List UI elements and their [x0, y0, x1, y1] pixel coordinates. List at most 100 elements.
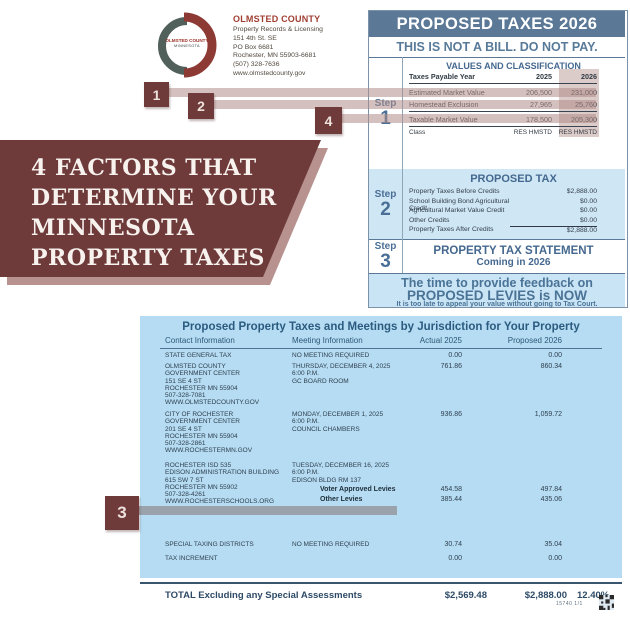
proposed-amount: 435.06: [540, 496, 562, 503]
contact-line: ROCHESTER MN 55904: [165, 432, 238, 440]
website-text: www.olmstedcounty.gov: [233, 69, 306, 77]
meeting-line: MONDAY, DECEMBER 1, 2025: [292, 411, 384, 418]
contact-line: GOVERNMENT CENTER: [165, 418, 240, 426]
meeting-line: EDISON BLDG RM 137: [292, 476, 361, 484]
step-number: 3: [380, 250, 391, 272]
logo-rings-icon: [158, 12, 217, 78]
notice-subtitle: THIS IS NOT A BILL. DO NOT PAY.: [369, 37, 625, 58]
contact-line: 507-328-4261: [165, 491, 206, 499]
meeting-line: 6:00 P.M.: [292, 370, 319, 378]
contact-line: SPECIAL TAXING DISTRICTS: [165, 541, 254, 548]
statement-section: Step 3 PROPERTY TAX STATEMENT Coming in …: [369, 239, 625, 273]
tax-row: School Building Bond Agricultural Credit…: [409, 198, 597, 212]
letterhead-address: OLMSTED COUNTY Property Records & Licens…: [233, 14, 353, 79]
logo-line2: MINNESOTA: [174, 43, 200, 48]
contact-line: GOVERNMENT CENTER: [165, 370, 240, 378]
step-1-column: Step 1: [369, 57, 403, 169]
website-text: WWW.ROCHESTERMN.GOV: [165, 447, 253, 455]
olmsted-county-logo: OLMSTED COUNTY MINNESOTA: [153, 12, 221, 80]
contact-block: OLMSTED COUNTY GOVERNMENT CENTER 151 SE …: [165, 363, 290, 407]
step-3-column: Step 3: [369, 239, 403, 273]
contact-line: 201 SE 4 ST: [165, 425, 202, 433]
col-meeting-information: Meeting Information: [292, 336, 363, 345]
banner-line-2: DETERMINE YOUR: [31, 185, 277, 211]
marker-1-badge: 1: [144, 82, 169, 107]
tax-row-value: $0.00: [579, 197, 597, 205]
barcode-icon: [599, 595, 614, 610]
address-line: (507) 328-7636: [233, 61, 280, 69]
contact-line: 151 SE 4 ST: [165, 377, 202, 385]
total-percent-change: 12.40%: [577, 590, 610, 601]
meeting-line: 6:00 P.M.: [292, 469, 319, 477]
value-2025: RES HMSTD: [513, 129, 552, 136]
meeting-line: THURSDAY, DECEMBER 4, 2025: [292, 363, 391, 370]
col-2025: 2025: [536, 72, 552, 81]
total-proposed: $2,888.00: [524, 590, 567, 601]
tax-row-value: $0.00: [579, 216, 597, 224]
values-header-row: Taxes Payable Year 2025 2026: [409, 72, 597, 81]
proposed-amount: 497.84: [540, 486, 562, 493]
proposed-tax-section: Step 2 PROPOSED TAX Property Taxes Befor…: [369, 169, 625, 240]
contact-line: 507-328-7081: [165, 392, 206, 400]
proposed-amount: 35.04: [544, 541, 562, 548]
address-line: Property Records & Licensing: [233, 26, 323, 33]
meeting-line: TUESDAY, DECEMBER 16, 2025: [292, 462, 389, 469]
contact-block: ROCHESTER ISD 535 EDISON ADMINISTRATION …: [165, 462, 293, 506]
tax-row-label: Other Credits: [409, 216, 450, 224]
contact-block: CITY OF ROCHESTER GOVERNMENT CENTER 201 …: [165, 411, 290, 455]
tax-row: Agricultural Market Value Credit $0.00: [409, 207, 597, 214]
col-taxes-payable-year: Taxes Payable Year: [409, 72, 476, 81]
connector-line-3: [138, 506, 397, 515]
tax-row: Other Credits $0.00: [409, 217, 597, 224]
statement-line2: Coming in 2026: [476, 257, 551, 268]
tax-row: Property Taxes Before Credits $2,888.00: [409, 188, 597, 195]
contact-line: 507-328-2861: [165, 440, 206, 448]
proposed-tax-heading: PROPOSED TAX: [470, 173, 557, 185]
tax-row-total: Property Taxes After Credits $2,888.00: [409, 226, 597, 234]
step-word: Step: [374, 188, 397, 200]
marker-3-badge: 3: [105, 496, 139, 530]
logo-text: OLMSTED COUNTY MINNESOTA: [163, 38, 211, 49]
meeting-block: TUESDAY, DECEMBER 16, 2025 6:00 P.M. EDI…: [292, 462, 422, 484]
total-actual: $2,569.48: [444, 590, 487, 601]
actual-amount: 0.00: [448, 555, 462, 562]
meeting-line: NO MEETING REQUIRED: [292, 541, 370, 548]
proposed-taxes-notice: PROPOSED TAXES 2026 THIS IS NOT A BILL. …: [368, 10, 628, 308]
marker-4-badge: 4: [315, 107, 342, 134]
banner-line-3: MINNESOTA: [31, 215, 195, 241]
contact-line: OLMSTED COUNTY: [165, 363, 226, 370]
table-rule: [409, 111, 597, 112]
banner-text: 4 FACTORS THAT DETERMINE YOUR MINNESOTA …: [31, 153, 311, 273]
meeting-line: NO MEETING REQUIRED: [292, 352, 370, 359]
contact-line: ROCHESTER MN 55904: [165, 384, 238, 392]
banner-line-4: PROPERTY TAXES: [31, 245, 265, 271]
tax-row-label: School Building Bond Agricultural Credit: [409, 197, 510, 212]
total-row: TOTAL Excluding any Special Assessments …: [140, 582, 622, 608]
actual-amount: 936.86: [440, 411, 462, 418]
tax-row-value: $2,888.00: [566, 188, 597, 195]
table-rule: [409, 126, 597, 127]
table-rule: [409, 83, 597, 84]
proposed-amount: 0.00: [548, 555, 562, 562]
meeting-line: 6:00 P.M.: [292, 418, 319, 426]
jurisdiction-title: Proposed Property Taxes and Meetings by …: [182, 321, 580, 333]
col-2026: 2026: [581, 72, 597, 81]
jurisdiction-statement: Proposed Property Taxes and Meetings by …: [140, 316, 622, 578]
tax-row-label: Property Taxes Before Credits: [409, 188, 500, 195]
proposed-amount: 1,059.72: [534, 411, 562, 418]
website-text: WWW.ROCHESTERSCHOOLS.ORG: [165, 498, 275, 506]
contact-line: TAX INCREMENT: [165, 555, 218, 562]
statement-line1: PROPERTY TAX STATEMENT: [433, 245, 594, 257]
contact-line: CITY OF ROCHESTER: [165, 411, 234, 418]
address-line: PO Box 6681: [233, 43, 274, 51]
contact-line: 615 SW 7 ST: [165, 476, 204, 484]
tax-row-label: Property Taxes After Credits: [409, 226, 494, 233]
values-heading: VALUES AND CLASSIFICATION: [446, 61, 581, 71]
website-text: WWW.OLMSTEDCOUNTY.GOV: [165, 399, 260, 407]
proposed-amount: 860.34: [540, 363, 562, 370]
banner-line-1: 4 FACTORS THAT: [31, 155, 257, 181]
feedback-line1: The time to provide feedback on: [401, 276, 593, 290]
connector-line-2: [214, 100, 596, 109]
total-label: TOTAL Excluding any Special Assessments: [165, 590, 363, 601]
